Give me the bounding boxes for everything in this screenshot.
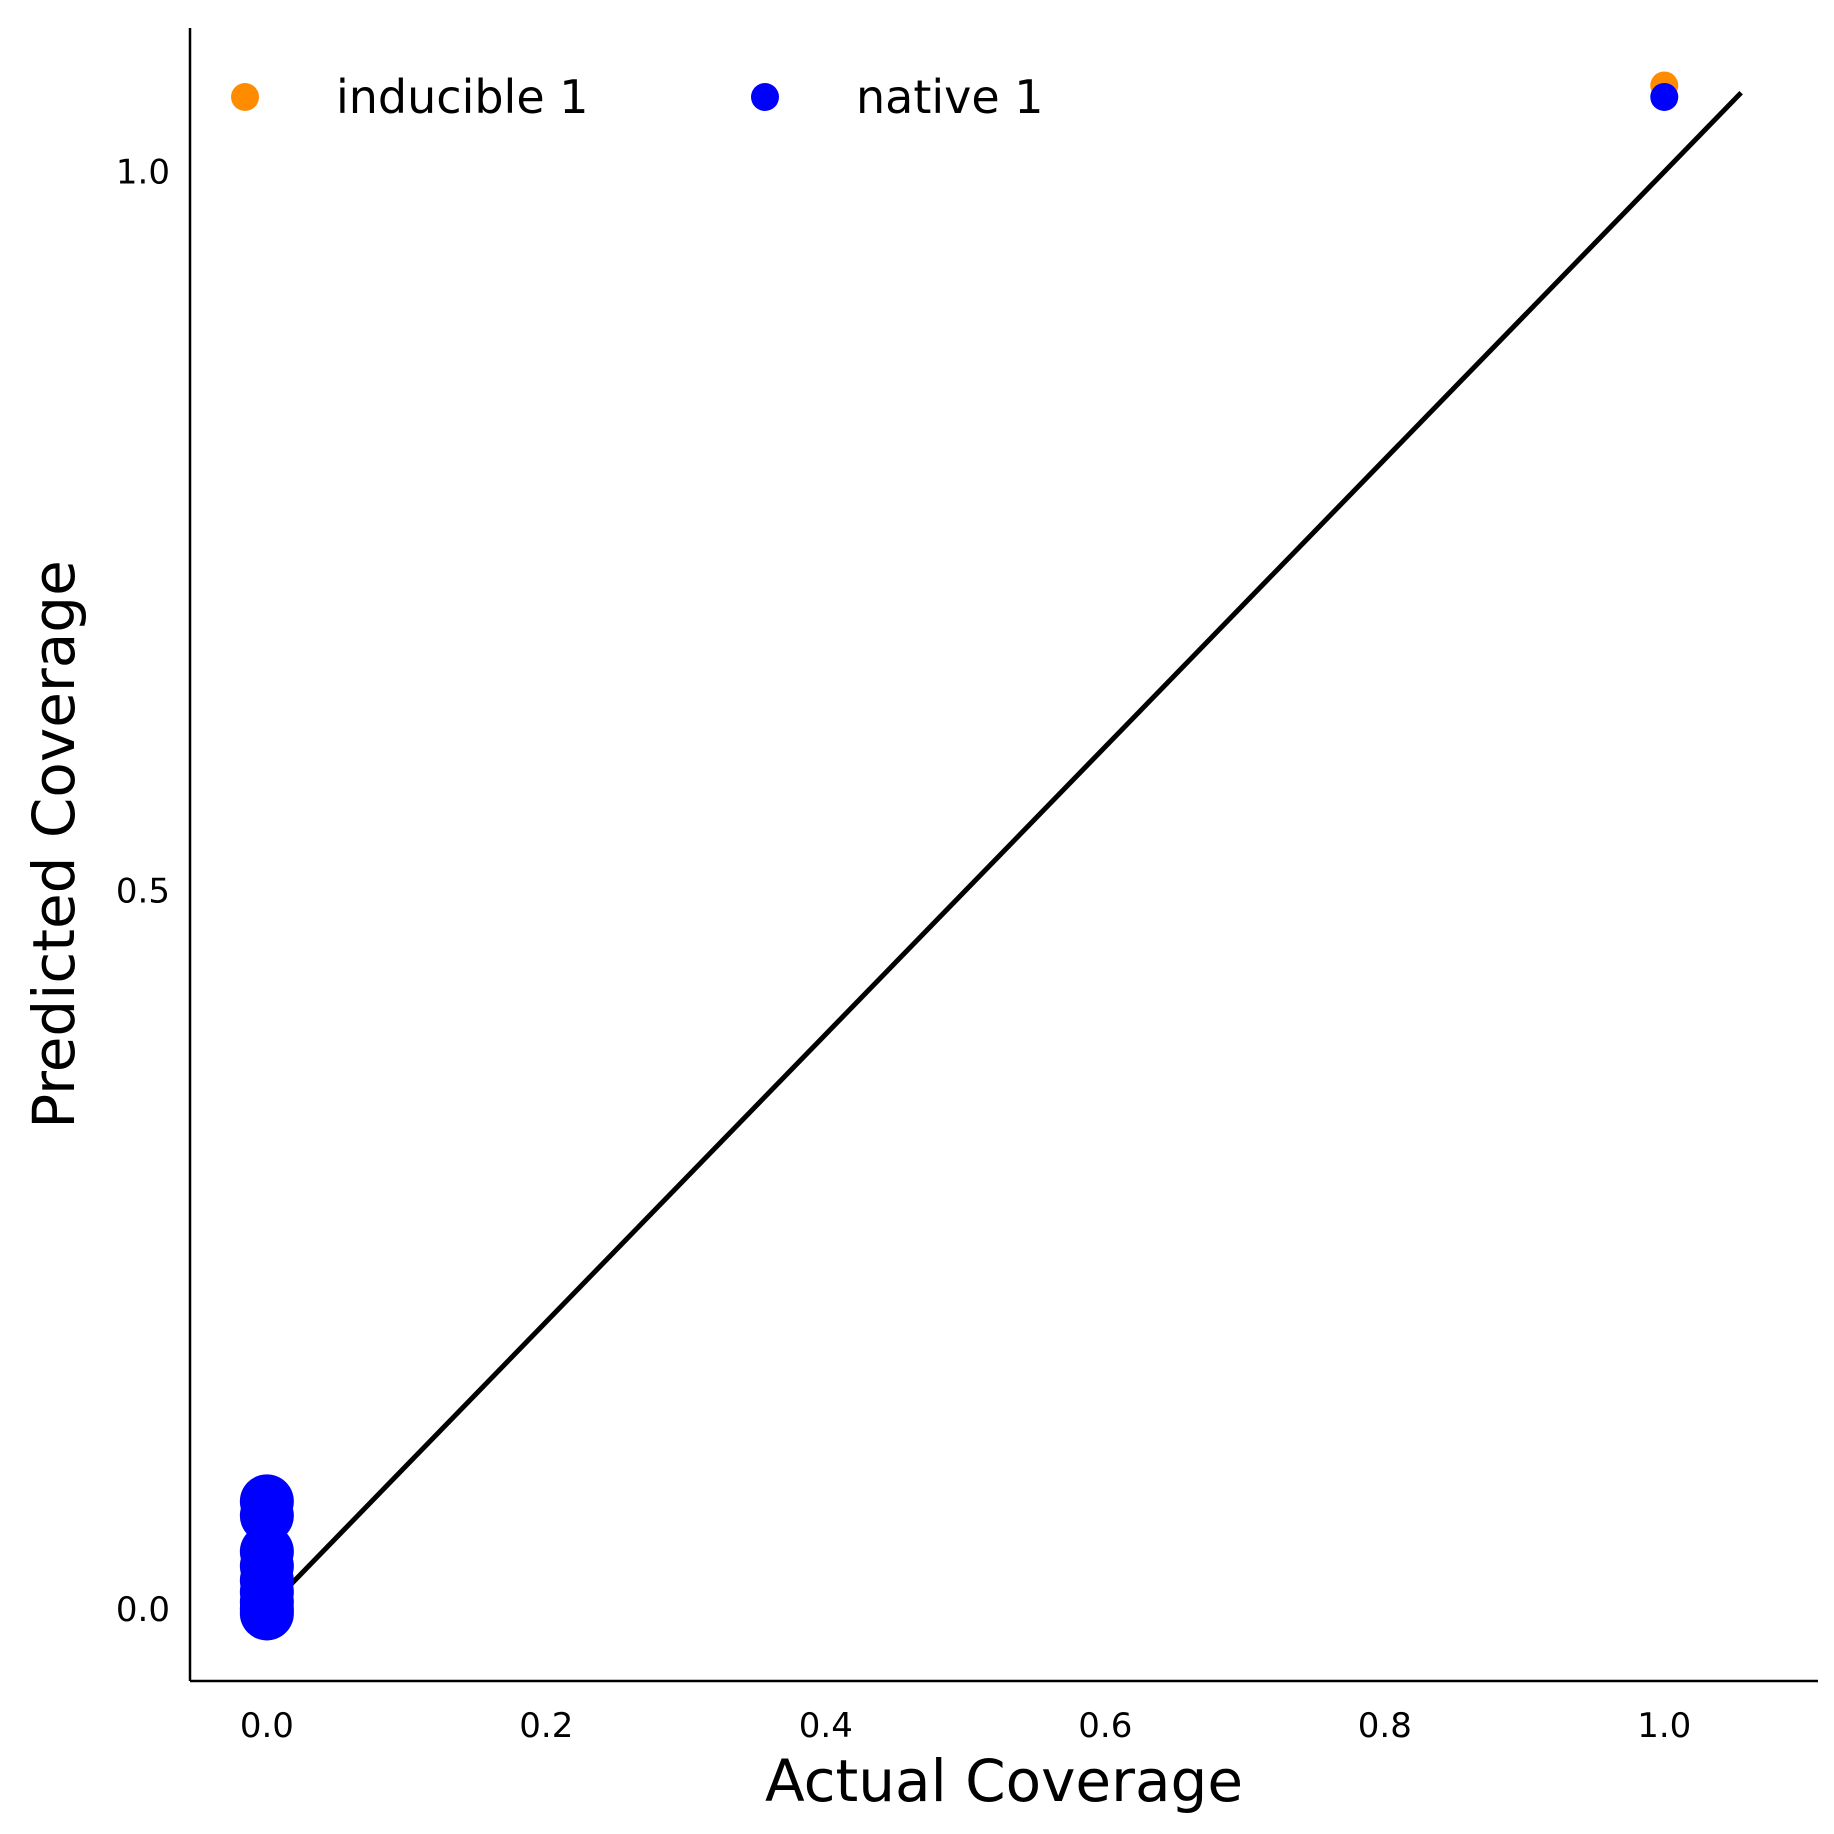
x-tick-label-0: 0.0 (240, 1706, 294, 1746)
legend: inducible 1 native 1 (231, 70, 1044, 124)
tick-labels-layer: 0.0 0.2 0.4 0.6 0.8 1.0 0.0 0.5 1.0 (116, 153, 1691, 1746)
x-tick-label-4: 0.8 (1358, 1706, 1412, 1746)
legend-label-1: native 1 (856, 70, 1044, 124)
x-tick-label-3: 0.6 (1078, 1706, 1132, 1746)
x-tick-label-1: 0.2 (519, 1706, 573, 1746)
x-tick-label-2: 0.4 (799, 1706, 853, 1746)
axes-layer (188, 28, 1818, 1683)
legend-marker-1 (751, 83, 779, 111)
legend-label-0: inducible 1 (336, 70, 589, 124)
y-tick-label-0: 0.0 (116, 1590, 170, 1630)
reference-line-layer (265, 90, 1743, 1611)
points-layer (239, 71, 1679, 1641)
reference-line (265, 90, 1743, 1611)
y-tick-label-1: 0.5 (116, 871, 170, 911)
data-point-series-1-0 (1650, 82, 1679, 111)
y-axis-title: Predicted Coverage (20, 560, 88, 1129)
data-point-series-2-8 (239, 1586, 294, 1641)
x-axis-title: Actual Coverage (765, 1747, 1243, 1815)
x-tick-label-5: 1.0 (1637, 1706, 1691, 1746)
y-tick-label-2: 1.0 (116, 153, 170, 193)
legend-marker-0 (231, 83, 259, 111)
